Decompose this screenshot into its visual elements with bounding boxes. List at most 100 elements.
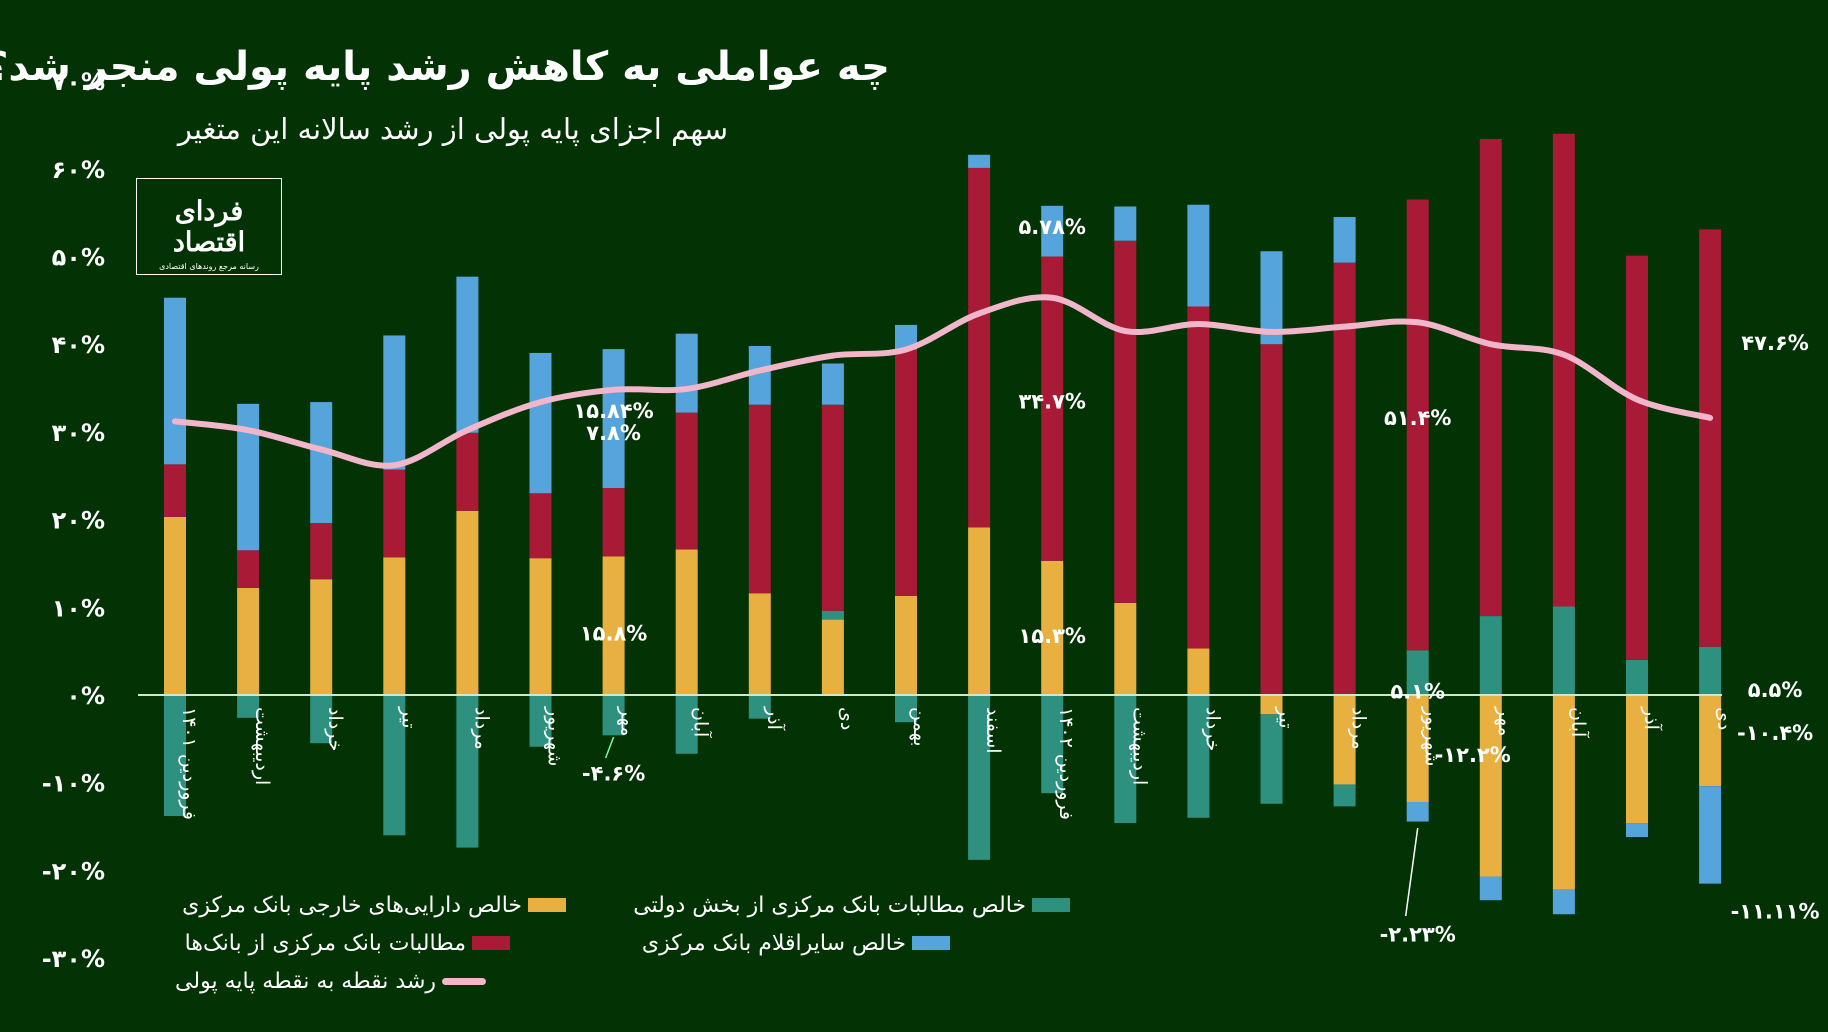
y-tick-label: ۱۰% [52,594,105,622]
legend-label-foreign-assets: خالص دارایی‌های خارجی بانک مرکزی [182,892,522,918]
chart-subtitle: سهم اجزای پایه پولی از رشد سالانه این مت… [177,112,728,146]
bar-gov_claims [895,695,917,723]
x-tick-label: تیر [397,706,419,729]
bar-foreign_assets [1699,695,1722,787]
bar-gov_claims [456,695,479,848]
x-tick-label: فروردین ۱۴۰۱ [178,707,200,820]
data-label: ۱۵.۸۴% [573,399,653,423]
y-tick-label: -۳۰% [42,945,105,973]
legend-other-items: خالص سایراقلام بانک مرکزی [642,930,950,956]
bar-other_items [1187,204,1210,307]
data-label: -۱۱.۱۱% [1731,900,1820,924]
bar-bank_claims [237,550,260,589]
bar-gov_claims [1699,646,1722,695]
logo-name: فردای اقتصاد [172,196,246,258]
data-label: ۵.۷۸% [1018,215,1085,239]
bar-other_items [237,403,260,551]
legend-label-gov-claims: خالص مطالبات بانک مرکزی از بخش دولتی [633,892,1026,918]
growth-line-path [172,294,1714,469]
data-label: -۱۰.۴% [1737,721,1813,745]
data-label: ۵۱.۴% [1384,406,1451,430]
leader-line [604,736,615,759]
bar-bank_claims [310,523,333,580]
bar-other_items [529,352,552,494]
bar-bank_claims [675,412,698,550]
bar-foreign_assets [1333,695,1356,785]
legend-gov-claims: خالص مطالبات بانک مرکزی از بخش دولتی [633,892,1070,918]
data-label: -۲.۲۳% [1380,923,1456,947]
bar-other_items [1406,801,1429,822]
bar-gov_claims [310,695,333,744]
bar-bank_claims [1114,240,1137,603]
bar-foreign_assets [1187,648,1210,695]
y-tick-label: ۴۰% [52,331,105,359]
bar-gov_claims [1552,606,1575,695]
data-label: ۵.۵% [1748,678,1803,702]
bar-bank_claims [602,488,625,557]
bar-gov_claims [529,695,552,747]
bar-gov_claims [164,695,186,817]
x-tick-label: مهر [617,706,639,736]
bar-other_items [821,363,844,405]
bar-gov_claims [1406,650,1429,695]
bar-gov_claims [1041,695,1064,794]
x-tick-label: دی [1713,707,1735,730]
bar-bank_claims [1552,133,1575,607]
bar-other_items [602,349,625,489]
legend-label-other-items: خالص سایراقلام بانک مرکزی [641,930,906,956]
legend-foreign-assets: خالص دارایی‌های خارجی بانک مرکزی [182,892,566,918]
bar-gov_claims [383,695,406,836]
data-label: ۴۷.۶% [1741,331,1808,355]
bar-bank_claims [1187,306,1210,649]
x-tick-label: آبان [690,707,714,738]
bar-foreign_assets [675,549,698,695]
x-tick-label: اسفند [982,707,1004,754]
bar-other_items [675,333,698,413]
bar-other_items [1260,251,1283,345]
x-tick-label: تیر [1275,706,1297,729]
bar-other_items [164,297,186,465]
y-tick-label: ۰% [66,682,105,710]
bar-bank_claims [1260,344,1283,695]
y-tick-label: -۲۰% [42,857,105,885]
bar-other_items [895,324,917,350]
x-tick-label: آذر [1640,706,1664,731]
bar-foreign_assets [1479,695,1502,877]
bar-bank_claims [821,404,844,611]
x-tick-label: مرداد [1348,707,1370,750]
bar-gov_claims [821,610,844,620]
bars [164,133,1722,915]
data-label: ۷.۸% [586,421,641,445]
bar-gov_claims [237,695,260,718]
bar-foreign_assets [1260,695,1283,715]
bar-gov_claims [968,695,991,860]
bar-foreign_assets [529,558,552,695]
bar-bank_claims [1333,262,1356,695]
x-axis-labels: فروردین ۱۴۰۱ اردیبهشت خرداد تیر مرداد شهریور م… [178,706,1735,820]
bar-other_items [456,276,479,433]
bar-foreign_assets [1626,695,1648,824]
logo-tagline: رسانه مرجع روندهای اقتصادی [159,262,259,271]
bar-gov_claims [1187,695,1210,818]
bar-other_items [1041,205,1064,257]
legend-label-growth-line: رشد نقطه به نقطه پایه پولی [175,968,436,994]
data-label: ۱۵.۳% [1018,624,1085,648]
bar-bank_claims [164,464,186,517]
bar-foreign_assets [821,619,844,695]
y-tick-label: ۲۰% [52,507,105,535]
bar-foreign_assets [164,516,186,695]
bar-other_items [968,154,991,168]
y-tick-label: -۱۰% [42,770,105,798]
x-tick-label: آبان [1567,707,1591,738]
y-tick-label: ۶۰% [52,156,105,184]
legend-swatch-other-items [912,936,950,950]
y-tick-label: ۷۰% [52,68,105,96]
y-axis: ۷۰% ۶۰% ۵۰% ۴۰% ۳۰% ۲۰% ۱۰% ۰% -۱۰% -۲۰% -۳۰% [42,68,105,973]
legend-swatch-bank-claims [472,936,510,950]
x-tick-label: مرداد [470,707,492,750]
legend-swatch-growth-line [442,977,486,985]
bar-foreign_assets [1041,560,1064,695]
bar-gov_claims [1114,695,1137,824]
bar-bank_claims [748,404,771,594]
bar-gov_claims [748,695,771,719]
